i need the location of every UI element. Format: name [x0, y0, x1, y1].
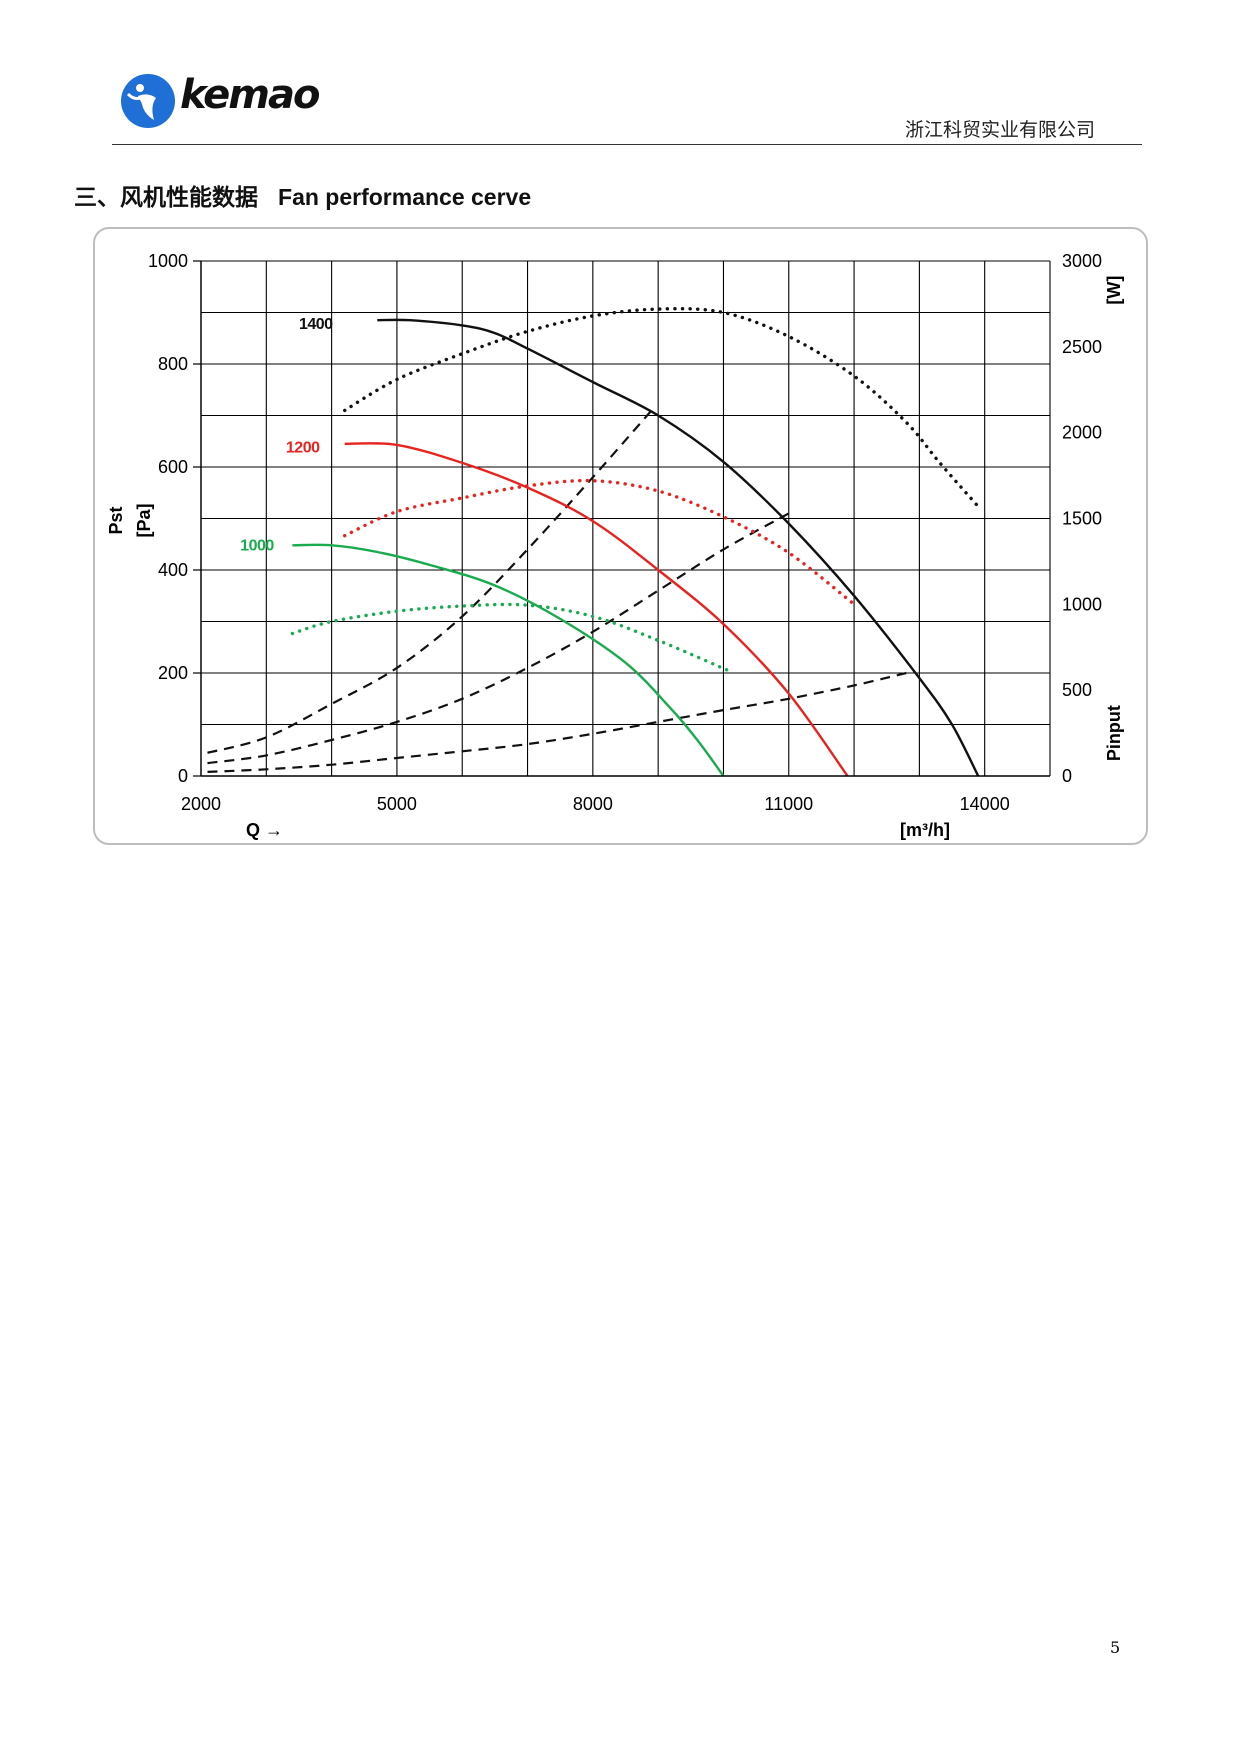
y-right-tick-label: 1500	[1062, 509, 1102, 529]
y-left-tick-label: 600	[158, 457, 188, 477]
section-title: 三、风机性能数据 Fan performance cerve	[74, 178, 531, 212]
pressure-curves	[292, 318, 980, 777]
chart-grid	[200, 260, 1051, 777]
x-axis-label: Q →	[246, 820, 283, 840]
y-left-tick-label: 800	[158, 354, 188, 374]
curve-label-1200: 1200	[286, 439, 320, 456]
curve-label-1000: 1000	[240, 537, 274, 554]
curve-label-1400: 1400	[299, 316, 333, 333]
x-tick-label: 11000	[764, 794, 813, 814]
pressure-curve-1200	[344, 441, 849, 777]
x-tick-label: 8000	[573, 794, 613, 814]
y-right-tick-label: 3000	[1062, 251, 1102, 271]
pressure-curve-1400	[377, 318, 980, 777]
pressure-curve-1000	[292, 543, 725, 777]
y-right-axis-unit: [W]	[1104, 276, 1124, 305]
x-tick-label: 14000	[960, 794, 1010, 814]
x-tick-label: 2000	[181, 794, 221, 814]
system-curves	[207, 409, 907, 773]
chart-labels: Pst [Pa] Pinput [W] Q → [m³/h] 1400 1200 1000	[106, 276, 1124, 840]
x-tick-label: 5000	[377, 794, 417, 814]
fan-performance-chart: 2000 5000 8000 11000 14000 0 200 400 600 800 1000 0…	[106, 251, 1124, 840]
y-right-axis-label: Pinput	[1104, 705, 1124, 761]
power-curve-1000	[290, 602, 732, 673]
y-left-tick-label: 1000	[148, 251, 188, 271]
chart-axes: 2000 5000 8000 11000 14000 0 200 400 600 800 1000 0…	[148, 251, 1102, 814]
y-left-axis-label: Pst	[106, 506, 126, 534]
power-curves	[290, 306, 980, 673]
y-left-axis-unit: [Pa]	[134, 503, 154, 537]
system-curve-1	[207, 409, 653, 754]
y-right-tick-label: 2500	[1062, 337, 1102, 357]
system-curve-2	[207, 512, 790, 765]
section-title-cn: 三、风机性能数据	[74, 185, 258, 211]
power-curve-1400	[343, 306, 980, 509]
company-name: 浙江科贸实业有限公司	[904, 119, 1095, 141]
power-curve-1200	[343, 478, 856, 606]
y-right-tick-label: 2000	[1062, 423, 1102, 443]
kemao-logo	[121, 74, 175, 128]
chart-frame	[93, 227, 1148, 845]
y-right-tick-label: 1000	[1062, 594, 1102, 614]
x-axis-unit: [m³/h]	[900, 820, 950, 840]
logo-wordmark: kemao	[180, 72, 320, 118]
section-title-en: Fan performance cerve	[278, 184, 532, 210]
y-right-tick-label: 500	[1062, 680, 1092, 700]
header-divider	[112, 144, 1142, 145]
y-left-tick-label: 400	[158, 560, 188, 580]
system-curve-3	[207, 671, 907, 773]
y-left-tick-label: 0	[178, 766, 188, 786]
y-left-tick-label: 200	[158, 663, 188, 683]
y-right-tick-label: 0	[1062, 766, 1072, 786]
page-number: 5	[1110, 1638, 1121, 1657]
